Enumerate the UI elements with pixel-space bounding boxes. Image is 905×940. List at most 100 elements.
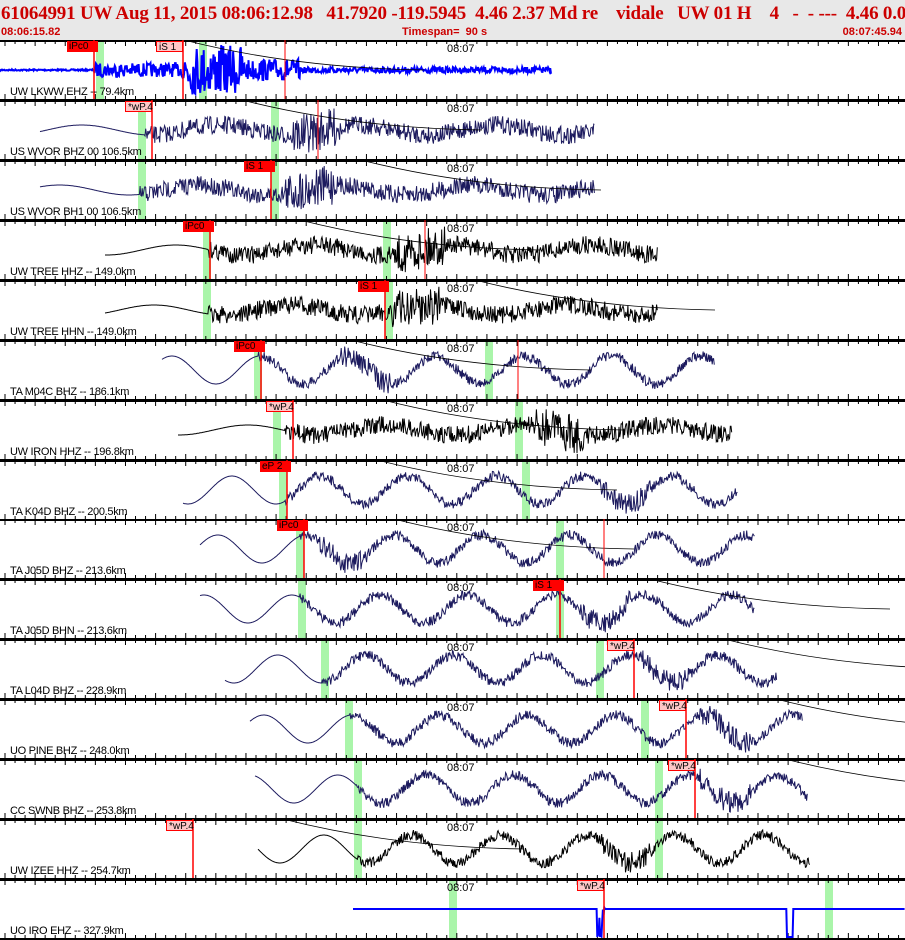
pick-window [279, 459, 287, 520]
coda-curve [784, 759, 905, 782]
seismogram-trace [105, 226, 658, 272]
phase-pick-label[interactable]: eP 2 [260, 460, 291, 472]
seismogram-trace [178, 408, 733, 453]
channel-label: UW LKWW EHZ -- 79.4km [10, 86, 134, 98]
coda-curve [723, 639, 905, 668]
coda-curve [382, 399, 624, 430]
seismogram-trace [257, 828, 811, 873]
trace-panel[interactable]: 08:07 *wP.4 UW IRON HHZ -- 196.8km [0, 399, 905, 461]
channel-label: US WVOR BH1 00 106.5km [10, 205, 141, 218]
coda-curve [474, 279, 716, 311]
time-label: 08:07 [447, 522, 475, 535]
time-label: 08:07 [447, 882, 475, 895]
window-start-time: 08:06:15.82 [1, 26, 61, 38]
channel-label: UO IRO EHZ -- 327.9km [10, 925, 124, 938]
coda-curve [299, 219, 541, 251]
phase-pick-label[interactable]: *wP.4 [577, 880, 605, 892]
phase-pick-label[interactable]: iPc0 [67, 41, 98, 52]
seismogram-trace [0, 44, 553, 97]
pick-window [354, 759, 362, 820]
time-label: 08:07 [447, 462, 475, 475]
pick-window [485, 339, 493, 400]
trace-panel[interactable]: 08:07 *wP.4 UO PINE BHZ -- 248.0km [0, 699, 905, 761]
channel-label: TA M04C BHZ -- 186.1km [10, 385, 130, 398]
phase-pick-label[interactable]: *wP.4 [125, 100, 153, 113]
seismogram-trace [249, 706, 803, 753]
seismogram-trace [161, 346, 715, 393]
channel-label: US WVOR BHZ 00 106.5km [10, 145, 142, 158]
channel-label: CC SWNB BHZ -- 253.8km [10, 805, 137, 818]
time-label: 08:07 [447, 702, 475, 715]
phase-pick-label[interactable]: iS 1 [244, 160, 275, 172]
trace-panel[interactable]: 08:07 iS 1 TA J05D BHN -- 213.6km [0, 579, 905, 641]
seismogram-trace [39, 108, 595, 153]
channel-label: UW TREE HHN -- 149.0km [10, 325, 137, 338]
time-label: 08:07 [447, 402, 475, 415]
trace-panel[interactable]: 08:07 *wP.4 TA L04D BHZ -- 228.9km [0, 639, 905, 701]
coda-curve [241, 99, 483, 131]
phase-pick-label[interactable]: *wP.4 [668, 760, 696, 772]
trace-panel[interactable]: 08:07 iPc0 UW TREE HHZ -- 149.0km [0, 219, 905, 281]
pick-window [515, 399, 523, 460]
phase-pick-label[interactable]: iPc0 [277, 520, 308, 532]
time-label: 08:07 [447, 582, 475, 595]
pick-window [522, 459, 530, 520]
phase-pick-label[interactable]: *wP.4 [266, 400, 294, 413]
seismogram-trace [199, 528, 755, 574]
trace-panel[interactable]: 08:07 *wP.4 UO IRO EHZ -- 327.9km [0, 879, 905, 940]
time-label: 08:07 [447, 43, 475, 55]
phase-pick-label[interactable]: *wP.4 [659, 700, 687, 712]
seismogram-trace [104, 286, 658, 327]
channel-label: UW IZEE HHZ -- 254.7km [10, 865, 131, 878]
timespan-label: Timespan= 90 s [402, 26, 488, 38]
trace-panel[interactable]: 08:07 iPc0 TA M04C BHZ -- 186.1km [0, 339, 905, 401]
channel-label: UW TREE HHZ -- 149.0km [10, 265, 136, 278]
pick-window [298, 579, 306, 640]
phase-pick-label[interactable]: iS 1 [533, 580, 564, 592]
pick-window [203, 279, 211, 340]
trace-panel[interactable]: 08:07 iPc0 iS 1 UW LKWW EHZ -- 79.4km [0, 40, 905, 101]
channel-label: TA L04D BHZ -- 228.9km [10, 685, 127, 698]
seismogram-trace [199, 589, 755, 633]
time-label: 08:07 [447, 162, 475, 175]
trace-panel[interactable]: 08:07 *wP.4 US WVOR BHZ 00 106.5km [0, 99, 905, 161]
coda-curve [649, 579, 891, 610]
trace-panel[interactable]: 08:07 iS 1 US WVOR BH1 00 106.5km [0, 159, 905, 221]
seismogram-trace [353, 904, 905, 940]
phase-pick-label[interactable]: iPc0 [183, 220, 214, 232]
coda-curve [376, 459, 618, 490]
trace-panel[interactable]: 08:07 *wP.4 CC SWNB BHZ -- 253.8km [0, 759, 905, 821]
time-label: 08:07 [447, 342, 475, 355]
pick-window [655, 759, 663, 820]
phase-pick-label[interactable]: *wP.4 [607, 640, 635, 652]
pick-window [321, 639, 329, 700]
trace-panel[interactable]: 08:07 iPc0 TA J05D BHZ -- 213.6km [0, 519, 905, 581]
trace-panel[interactable]: 08:07 eP 2 TA K04D BHZ -- 200.5km [0, 459, 905, 521]
seismogram-trace [254, 768, 808, 813]
phase-pick-label[interactable]: iPc0 [234, 340, 265, 352]
seismogram-trace [39, 165, 595, 209]
coda-curve [350, 339, 592, 371]
pick-window [641, 699, 649, 760]
phase-pick-label[interactable]: *wP.4 [166, 820, 194, 832]
pick-window [556, 519, 564, 580]
window-end-time: 08:07:45.94 [842, 26, 902, 38]
pick-window [596, 639, 604, 700]
coda-curve [183, 40, 425, 71]
pick-window [271, 159, 279, 220]
pick-window [383, 219, 391, 280]
pick-window [354, 819, 362, 880]
time-label: 08:07 [447, 822, 475, 835]
time-label: 08:07 [447, 102, 475, 115]
pick-window [296, 519, 304, 580]
trace-panel[interactable]: 08:07 *wP.4 UW IZEE HHZ -- 254.7km [0, 819, 905, 881]
pick-window [345, 699, 353, 760]
seismogram-trace [182, 469, 738, 514]
pick-window [138, 99, 146, 160]
phase-pick-label[interactable]: iS 1 [358, 280, 389, 292]
coda-curve [360, 159, 602, 191]
phase-pick-label[interactable]: iS 1 [156, 41, 183, 53]
trace-panel[interactable]: 08:07 iS 1 UW TREE HHN -- 149.0km [0, 279, 905, 341]
time-label: 08:07 [447, 282, 475, 295]
coda-curve [282, 819, 524, 850]
